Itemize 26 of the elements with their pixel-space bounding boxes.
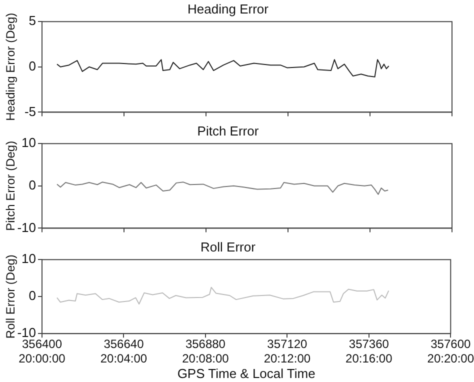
chart-title: Roll Error (200, 239, 256, 254)
x-tick-label: 356640 (104, 337, 144, 352)
y-axis-title: Pitch Error (Deg) (4, 140, 18, 231)
y-tick-label: 5 (28, 13, 36, 28)
x2-tick-label: 20:12:00 (264, 352, 311, 366)
x-axis-title: GPS Time & Local Time (177, 366, 316, 381)
chart-title: Heading Error (188, 1, 270, 16)
x2-tick-label: 20:00:00 (18, 352, 66, 366)
x2-tick-label: 20:04:00 (100, 352, 148, 366)
chart-title: Pitch Error (197, 123, 260, 138)
x2-tick-label: 20:16:00 (346, 352, 393, 366)
y-axis-title: Roll Error (Deg) (4, 254, 18, 339)
y-tick-label: 0 (28, 58, 36, 74)
y-axis-title: Heading Error (Deg) (4, 12, 18, 121)
x-tick-label: 357360 (348, 337, 390, 352)
x-tick-label: 356880 (185, 337, 226, 352)
y-tick-label: -10 (17, 220, 36, 235)
y-tick-label: 10 (22, 251, 36, 266)
x-tick-label: 357600 (430, 337, 471, 352)
y-tick-label: -5 (24, 104, 36, 119)
x2-tick-label: 20:08:00 (182, 352, 230, 366)
y-tick-label: 10 (22, 135, 36, 150)
x2-tick-label: 20:20:00 (427, 352, 474, 366)
y-tick-label: 0 (28, 177, 36, 192)
x-tick-label: 357120 (267, 337, 308, 352)
y-tick-label: 0 (28, 288, 36, 304)
